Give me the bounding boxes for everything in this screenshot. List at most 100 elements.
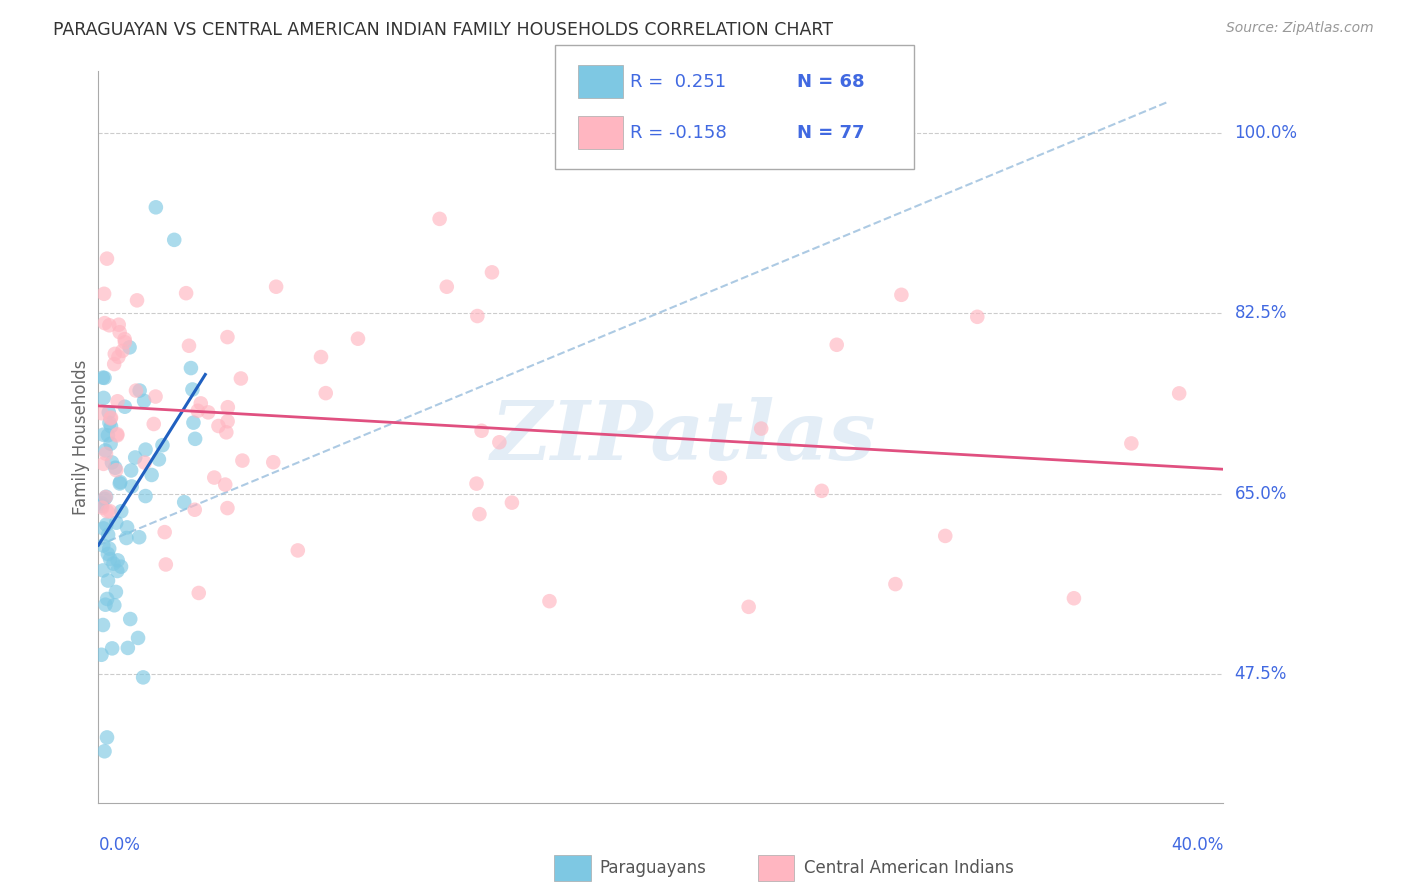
Point <box>152 438 174 452</box>
Point <box>134 489 156 503</box>
Point <box>181 383 204 397</box>
Point <box>110 504 132 518</box>
Point <box>91 539 114 553</box>
Point <box>749 421 772 435</box>
Point <box>90 499 112 513</box>
Point <box>97 547 120 561</box>
Point <box>184 502 207 516</box>
Point <box>121 479 143 493</box>
Point <box>825 338 848 352</box>
Point <box>93 316 115 330</box>
Point <box>100 436 122 450</box>
Point <box>115 531 138 545</box>
Point <box>132 393 155 408</box>
Point <box>108 476 131 491</box>
Point <box>347 332 370 346</box>
Text: R =  0.251: R = 0.251 <box>630 72 725 90</box>
Point <box>94 598 117 612</box>
Point <box>890 288 912 302</box>
Text: 47.5%: 47.5% <box>1234 665 1286 683</box>
Point <box>90 497 112 511</box>
Point <box>124 450 146 465</box>
Point <box>104 460 127 475</box>
Point <box>229 371 252 385</box>
Point <box>104 347 127 361</box>
Point <box>117 640 139 655</box>
Text: Paraguayans: Paraguayans <box>599 859 706 877</box>
Point <box>94 447 117 461</box>
Point <box>174 286 197 301</box>
Point <box>148 452 170 467</box>
Point <box>217 414 239 428</box>
Point <box>110 475 132 490</box>
Point <box>481 265 503 279</box>
Point <box>103 357 125 371</box>
Point <box>163 233 186 247</box>
Point <box>134 456 156 470</box>
Point <box>100 411 122 425</box>
Point <box>97 405 120 419</box>
Point <box>429 211 451 226</box>
Point <box>107 350 129 364</box>
Text: R = -0.158: R = -0.158 <box>630 124 727 142</box>
Point <box>105 427 128 442</box>
Point <box>98 416 121 430</box>
Point <box>125 293 148 308</box>
Point <box>488 435 510 450</box>
Point <box>98 541 121 556</box>
Point <box>135 442 157 457</box>
Point <box>217 330 239 344</box>
Point <box>709 471 731 485</box>
Point <box>101 455 124 469</box>
Point <box>98 504 121 518</box>
Point <box>111 343 134 358</box>
Point <box>94 443 117 458</box>
Point <box>465 476 488 491</box>
Point <box>215 425 238 440</box>
Point <box>100 410 122 425</box>
Point <box>118 340 141 354</box>
Point <box>128 384 150 398</box>
Point <box>127 631 149 645</box>
Text: Central American Indians: Central American Indians <box>804 859 1014 877</box>
Point <box>110 559 132 574</box>
Text: N = 77: N = 77 <box>797 124 865 142</box>
Point <box>1063 591 1085 606</box>
Point <box>104 585 127 599</box>
Point <box>153 525 176 540</box>
Point <box>810 483 832 498</box>
Point <box>97 527 120 541</box>
Point <box>93 744 115 758</box>
Point <box>103 557 125 571</box>
Point <box>183 416 205 430</box>
Point <box>436 279 458 293</box>
Point <box>94 490 117 504</box>
Point <box>173 495 195 509</box>
Point <box>155 558 177 572</box>
Point <box>141 467 163 482</box>
Point <box>966 310 988 324</box>
Point <box>309 350 332 364</box>
Point <box>142 417 165 431</box>
Point <box>501 495 523 509</box>
Point <box>105 516 128 530</box>
Point <box>107 394 129 409</box>
Point <box>114 400 136 414</box>
Point <box>96 504 118 518</box>
Point <box>187 586 209 600</box>
Point <box>114 332 136 346</box>
Text: N = 68: N = 68 <box>797 72 865 90</box>
Point <box>264 279 287 293</box>
Text: 40.0%: 40.0% <box>1171 836 1223 855</box>
Text: Source: ZipAtlas.com: Source: ZipAtlas.com <box>1226 21 1374 35</box>
Point <box>105 428 128 442</box>
Point <box>97 428 120 442</box>
Text: 0.0%: 0.0% <box>98 836 141 855</box>
Text: PARAGUAYAN VS CENTRAL AMERICAN INDIAN FAMILY HOUSEHOLDS CORRELATION CHART: PARAGUAYAN VS CENTRAL AMERICAN INDIAN FA… <box>53 21 834 38</box>
Point <box>93 521 115 535</box>
Point <box>184 432 207 446</box>
Point <box>132 670 155 684</box>
Point <box>468 507 491 521</box>
Point <box>315 386 337 401</box>
Point <box>107 553 129 567</box>
